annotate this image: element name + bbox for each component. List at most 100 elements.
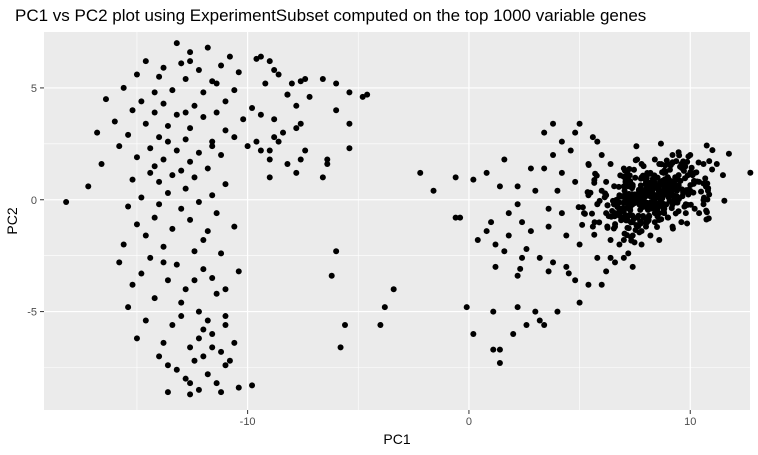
- data-point: [235, 384, 242, 391]
- data-point: [747, 169, 754, 176]
- data-point: [680, 158, 687, 165]
- data-point: [527, 165, 534, 172]
- data-point: [659, 177, 666, 184]
- data-point: [519, 254, 526, 261]
- data-point: [231, 87, 238, 94]
- data-point: [222, 181, 229, 188]
- x-tick-label: -10: [240, 416, 256, 428]
- data-point: [156, 73, 163, 80]
- data-point: [187, 58, 194, 65]
- data-point: [195, 67, 202, 74]
- data-point: [98, 160, 105, 167]
- data-point: [182, 109, 189, 116]
- data-point: [169, 87, 176, 94]
- data-point: [204, 228, 211, 235]
- data-point: [182, 375, 189, 382]
- data-point: [364, 91, 371, 98]
- data-point: [572, 178, 579, 185]
- data-point: [514, 183, 521, 190]
- data-point: [721, 197, 728, 204]
- data-point: [704, 180, 711, 187]
- data-point: [195, 198, 202, 205]
- data-point: [200, 237, 207, 244]
- data-point: [430, 187, 437, 194]
- data-point: [333, 248, 340, 255]
- data-point: [125, 131, 132, 138]
- data-point: [218, 389, 225, 396]
- data-point: [346, 120, 353, 127]
- data-point: [725, 150, 732, 157]
- data-point: [213, 290, 220, 297]
- data-point: [142, 58, 149, 65]
- data-point: [654, 213, 661, 220]
- data-point: [204, 165, 211, 172]
- data-point: [492, 241, 499, 248]
- data-point: [709, 147, 716, 154]
- data-point: [151, 214, 158, 221]
- data-point: [164, 277, 171, 284]
- data-point: [703, 142, 710, 149]
- data-point: [249, 105, 256, 112]
- data-point: [200, 353, 207, 360]
- data-point: [661, 210, 668, 217]
- data-point: [630, 166, 637, 173]
- data-point: [182, 136, 189, 143]
- data-point: [488, 219, 495, 226]
- data-point: [377, 322, 384, 329]
- data-point: [284, 160, 291, 167]
- data-point: [685, 153, 692, 160]
- data-point: [675, 196, 682, 203]
- data-point: [691, 177, 698, 184]
- data-point: [133, 71, 140, 78]
- data-point: [669, 152, 676, 159]
- data-point: [541, 165, 548, 172]
- data-point: [169, 172, 176, 179]
- data-point: [142, 120, 149, 127]
- data-point: [636, 229, 643, 236]
- data-point: [302, 147, 309, 154]
- data-point: [235, 268, 242, 275]
- y-tick-label: 0: [31, 195, 37, 207]
- data-point: [253, 138, 260, 145]
- data-point: [625, 250, 632, 257]
- data-point: [222, 127, 229, 134]
- data-point: [496, 183, 503, 190]
- data-point: [470, 176, 477, 183]
- data-point: [390, 286, 397, 293]
- data-point: [169, 225, 176, 232]
- data-point: [191, 248, 198, 255]
- data-point: [275, 138, 282, 145]
- data-point: [624, 203, 631, 210]
- data-point: [178, 313, 185, 320]
- data-point: [195, 308, 202, 315]
- data-point: [702, 175, 709, 182]
- data-point: [550, 120, 557, 127]
- data-point: [650, 201, 657, 208]
- data-point: [293, 169, 300, 176]
- data-point: [695, 159, 702, 166]
- data-point: [705, 215, 712, 222]
- data-point: [151, 109, 158, 116]
- data-point: [156, 178, 163, 185]
- data-point: [213, 109, 220, 116]
- data-point: [209, 275, 216, 282]
- data-point: [700, 201, 707, 208]
- data-point: [133, 335, 140, 342]
- data-point: [603, 268, 610, 275]
- data-point: [669, 181, 676, 188]
- data-point: [629, 263, 636, 270]
- data-point: [253, 55, 260, 62]
- data-point: [111, 118, 118, 125]
- data-point: [147, 254, 154, 261]
- data-point: [218, 62, 225, 69]
- data-point: [594, 254, 601, 261]
- data-point: [222, 286, 229, 293]
- data-point: [678, 219, 685, 226]
- data-point: [664, 214, 671, 221]
- data-point: [618, 217, 625, 224]
- data-point: [550, 152, 557, 159]
- data-point: [151, 295, 158, 302]
- data-point: [607, 254, 614, 261]
- data-point: [645, 204, 652, 211]
- data-point: [676, 152, 683, 159]
